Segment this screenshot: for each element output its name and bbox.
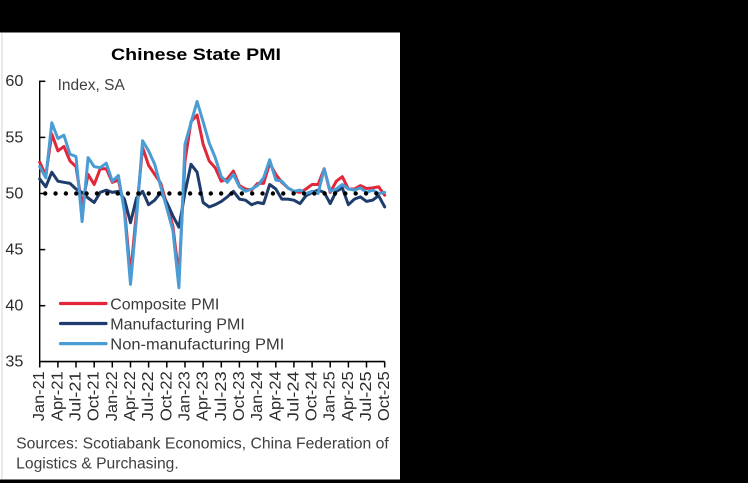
svg-text:Apr-23: Apr-23: [195, 371, 212, 421]
svg-text:Jul-24: Jul-24: [285, 371, 302, 421]
svg-text:Jul-23: Jul-23: [213, 371, 230, 421]
svg-text:Apr-22: Apr-22: [122, 371, 139, 421]
svg-text:Apr-25: Apr-25: [340, 371, 357, 421]
svg-text:Oct-23: Oct-23: [231, 371, 248, 421]
svg-text:Oct-24: Oct-24: [304, 371, 321, 421]
svg-text:Oct-22: Oct-22: [158, 371, 175, 421]
svg-text:35: 35: [5, 354, 23, 371]
svg-text:Oct-21: Oct-21: [86, 371, 103, 421]
svg-text:Chinese State PMI: Chinese State PMI: [111, 45, 281, 64]
svg-text:Jul-21: Jul-21: [68, 371, 85, 421]
svg-text:Jan-24: Jan-24: [249, 371, 266, 421]
svg-text:45: 45: [5, 242, 23, 259]
svg-text:Sources: Scotiabank Economics,: Sources: Scotiabank Economics, China Fed…: [16, 435, 389, 452]
svg-text:40: 40: [5, 298, 23, 315]
svg-text:Index, SA: Index, SA: [58, 77, 126, 94]
svg-text:60: 60: [5, 73, 23, 90]
svg-text:Jan-23: Jan-23: [177, 371, 194, 421]
svg-text:Apr-24: Apr-24: [267, 371, 284, 421]
svg-text:Jul-22: Jul-22: [140, 371, 157, 421]
svg-text:55: 55: [5, 129, 23, 146]
svg-text:Jan-21: Jan-21: [31, 371, 48, 421]
svg-text:Non-manufacturing PMI: Non-manufacturing PMI: [110, 336, 284, 353]
svg-text:Composite PMI: Composite PMI: [110, 296, 219, 313]
svg-text:Jan-22: Jan-22: [104, 371, 121, 421]
svg-text:Apr-21: Apr-21: [49, 371, 66, 421]
svg-text:Logistics & Purchasing.: Logistics & Purchasing.: [16, 455, 179, 472]
svg-text:50: 50: [5, 185, 23, 202]
svg-text:Jan-25: Jan-25: [322, 371, 339, 421]
svg-text:Jul-25: Jul-25: [358, 371, 375, 421]
svg-text:Oct-25: Oct-25: [376, 371, 393, 421]
svg-text:Manufacturing PMI: Manufacturing PMI: [110, 316, 245, 333]
